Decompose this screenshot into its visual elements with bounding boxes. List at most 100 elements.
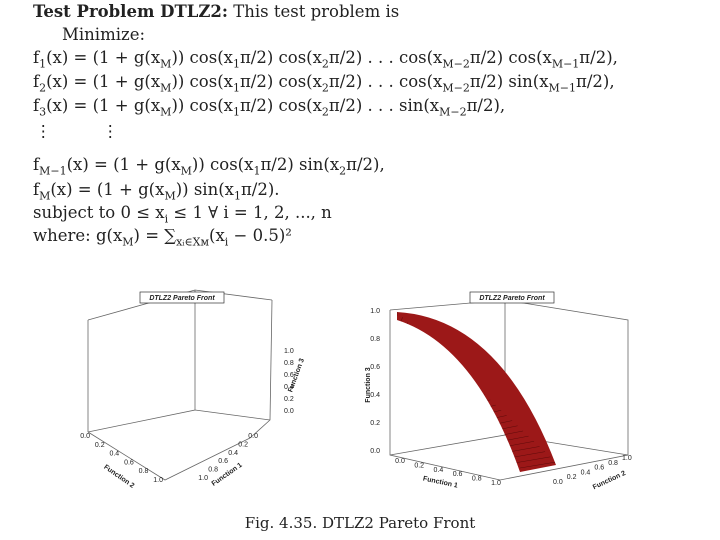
surface-grid [507, 446, 540, 453]
tick-label: 0.6 [218, 458, 228, 465]
math-text: f [33, 96, 40, 115]
surface-grid [100, 420, 290, 433]
tick-label: 0.4 [370, 392, 380, 399]
subscript: M−1 [551, 57, 580, 71]
subscript: 1 [253, 164, 261, 178]
tick-label: 0.2 [95, 442, 105, 449]
subscript: i [224, 235, 229, 249]
surface-grid [456, 384, 474, 390]
tick-label: 0.4 [434, 467, 444, 474]
surface-grid [195, 285, 199, 470]
math-text: )) cos(x [171, 72, 233, 91]
surface-grid [177, 285, 195, 470]
constraint: subject to 0 ≤ xi ≤ 1 ∀ i = 1, 2, ..., n [33, 203, 332, 225]
math-text: (x) = (1 + g(x [46, 96, 161, 115]
subscript: M [164, 189, 176, 203]
math-text: π/2) . . . cos(x [328, 72, 443, 91]
subscript: 2 [321, 81, 329, 95]
surface-grid [409, 327, 414, 332]
math-text: f [33, 48, 40, 67]
equation: f2(x) = (1 + g(xM)) cos(x1π/2) cos(x2π/2… [33, 72, 615, 94]
surface-grid [100, 441, 290, 454]
subscript: 2 [339, 164, 347, 178]
subscript: 1 [232, 81, 240, 95]
tick-label: 1.0 [198, 475, 208, 482]
surface-grid [464, 394, 485, 401]
tick-label: 0.8 [472, 476, 482, 483]
math-text: )) cos(x [171, 48, 233, 67]
tick-label: 0.2 [238, 441, 248, 448]
subscript: 1 [232, 105, 240, 119]
tick-label: 0.0 [284, 408, 294, 415]
surface-grid [195, 285, 273, 470]
tick-label: 1.0 [491, 480, 501, 487]
math-text: π/2) . . . sin(x [328, 96, 440, 115]
vdots: ⋮ [102, 122, 119, 141]
problem-title: Test Problem DTLZ2: [33, 2, 228, 21]
plot-title-box [469, 291, 555, 304]
tick-label: 0.0 [395, 458, 405, 465]
subscript: M [122, 235, 134, 249]
surface-grid [195, 285, 209, 470]
subscript: 1 [233, 189, 241, 203]
vdots: ⋮ [35, 122, 52, 141]
surface-grid [93, 285, 195, 470]
tick-label: 0.0 [370, 448, 380, 455]
tick-label: 1.0 [153, 477, 163, 484]
plot-frame [87, 289, 273, 481]
math-text: − 0.5)² [228, 226, 292, 245]
equation: f1(x) = (1 + g(xM)) cos(x1π/2) cos(x2π/2… [33, 48, 618, 70]
tick-label: 0.0 [80, 433, 90, 440]
tick-label: 0.8 [208, 467, 218, 474]
surface-grid [141, 285, 195, 470]
math-text: ≤ 1 ∀ i = 1, 2, ..., n [168, 203, 332, 222]
surface-grid [430, 353, 441, 359]
math-text: )) cos(x [171, 96, 233, 115]
math-text: subject to 0 ≤ x [33, 203, 165, 222]
surface-grid [135, 285, 195, 470]
math-text: π/2) cos(x [239, 96, 322, 115]
tick-label: 0.4 [109, 451, 119, 458]
math-text: )) sin(x [175, 180, 234, 199]
math-text: (x) = (1 + g(x [50, 180, 165, 199]
surface-grid [119, 285, 195, 470]
subscript: M−2 [442, 81, 470, 95]
surface-grid [167, 285, 195, 470]
surface-grid [435, 358, 447, 364]
subscript: i [164, 212, 169, 226]
surface-grid [195, 285, 236, 470]
tick-label: 0.8 [284, 360, 294, 367]
minimize: Minimize: [62, 25, 146, 44]
surface-grid [130, 285, 195, 470]
math-text: π/2). [240, 180, 280, 199]
subscript: 3 [39, 105, 47, 119]
equation: fM(x) = (1 + g(xM)) sin(x1π/2). [33, 180, 280, 202]
figure: DTLZ2 Pareto Front DTLZ2 Pareto Front 0.… [80, 285, 632, 491]
surface-grid [195, 285, 267, 470]
subscript: 2 [321, 57, 329, 71]
subscript: M−2 [439, 105, 467, 119]
surface-grid [109, 285, 195, 470]
math-text: ) = ∑ [133, 226, 177, 245]
tick-label: 0.2 [567, 474, 577, 481]
surface-grid [413, 332, 420, 338]
surface-grid [125, 285, 195, 470]
math-text: π/2), [579, 48, 618, 67]
math-text: π/2) cos(x [469, 48, 552, 67]
math-text: π/2), [576, 72, 615, 91]
subscript: M [160, 57, 172, 71]
tick-label: 1.0 [622, 455, 632, 462]
math-text: π/2) sin(x [260, 155, 340, 174]
surface-grid [114, 285, 195, 470]
intro: This test problem is [233, 2, 400, 21]
surface-grid [183, 285, 195, 470]
math-text: (x) = (1 + g(x [46, 48, 161, 67]
math-text: (x) = (1 + g(x [46, 72, 161, 91]
subscript: 1 [232, 57, 240, 71]
subscript: 1 [39, 57, 47, 71]
surface-grid [511, 451, 546, 458]
math-text: (x [209, 226, 225, 245]
surface-grid [422, 342, 431, 348]
tick-label: 0.0 [553, 479, 563, 486]
surface-grid [195, 285, 204, 470]
